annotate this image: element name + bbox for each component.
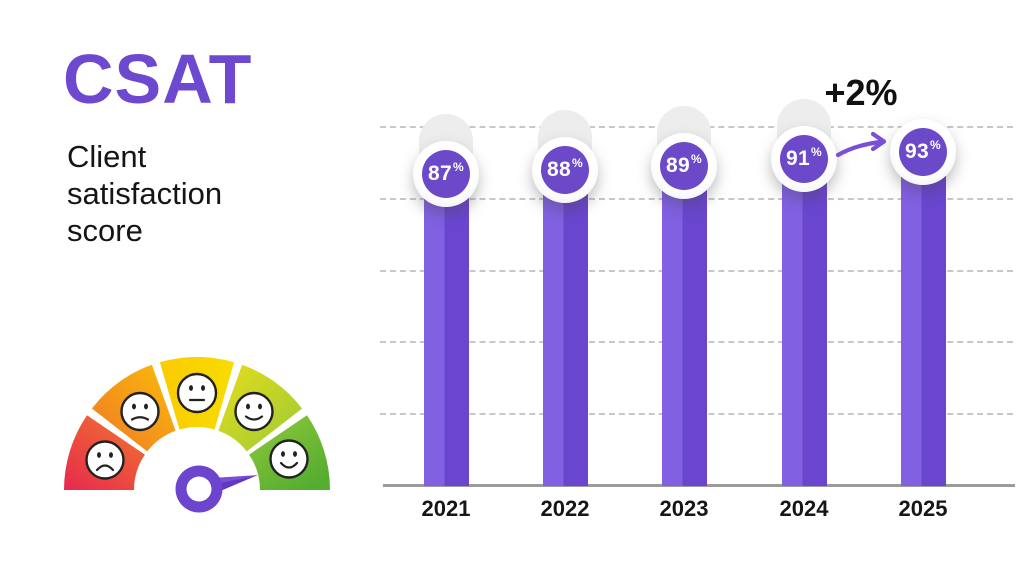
face-very-sad-icon (85, 440, 125, 480)
value-badge-2023: 89% (651, 133, 717, 199)
bar-2024 (782, 149, 827, 486)
value-label: 88% (541, 146, 589, 194)
page-title: CSAT (63, 40, 253, 118)
face-neutral-icon (176, 372, 218, 414)
bar-2025 (901, 142, 946, 486)
face-happy-icon (234, 391, 274, 432)
value-badge-2022: 88% (532, 137, 598, 203)
x-axis-label-2024: 2024 (779, 496, 829, 521)
value-label: 91% (780, 135, 828, 183)
value-label: 93% (899, 128, 947, 176)
bar-2021 (424, 164, 469, 486)
value-label: 87% (422, 150, 470, 198)
value-badge-2024: 91% (771, 126, 837, 192)
bar-2022 (543, 160, 588, 486)
value-label: 89% (660, 142, 708, 190)
x-axis-label-2025: 2025 (898, 496, 948, 521)
bar-2023 (662, 156, 707, 486)
satisfaction-gauge (64, 357, 330, 513)
value-badge-2021: 87% (413, 141, 479, 207)
gauge-needle (175, 465, 258, 513)
chart-annotation-label: +2% (824, 72, 898, 113)
x-axis-label-2022: 2022 (540, 496, 590, 521)
face-very-happy-icon (269, 439, 309, 479)
page-subtitle: Client satisfaction score (67, 139, 223, 249)
value-badge-2025: 93% (890, 119, 956, 185)
x-axis-label-2023: 2023 (659, 496, 709, 521)
face-sad-icon (120, 391, 160, 432)
annotation-arrow-icon (835, 131, 887, 158)
x-axis-label-2021: 2021 (421, 496, 471, 521)
